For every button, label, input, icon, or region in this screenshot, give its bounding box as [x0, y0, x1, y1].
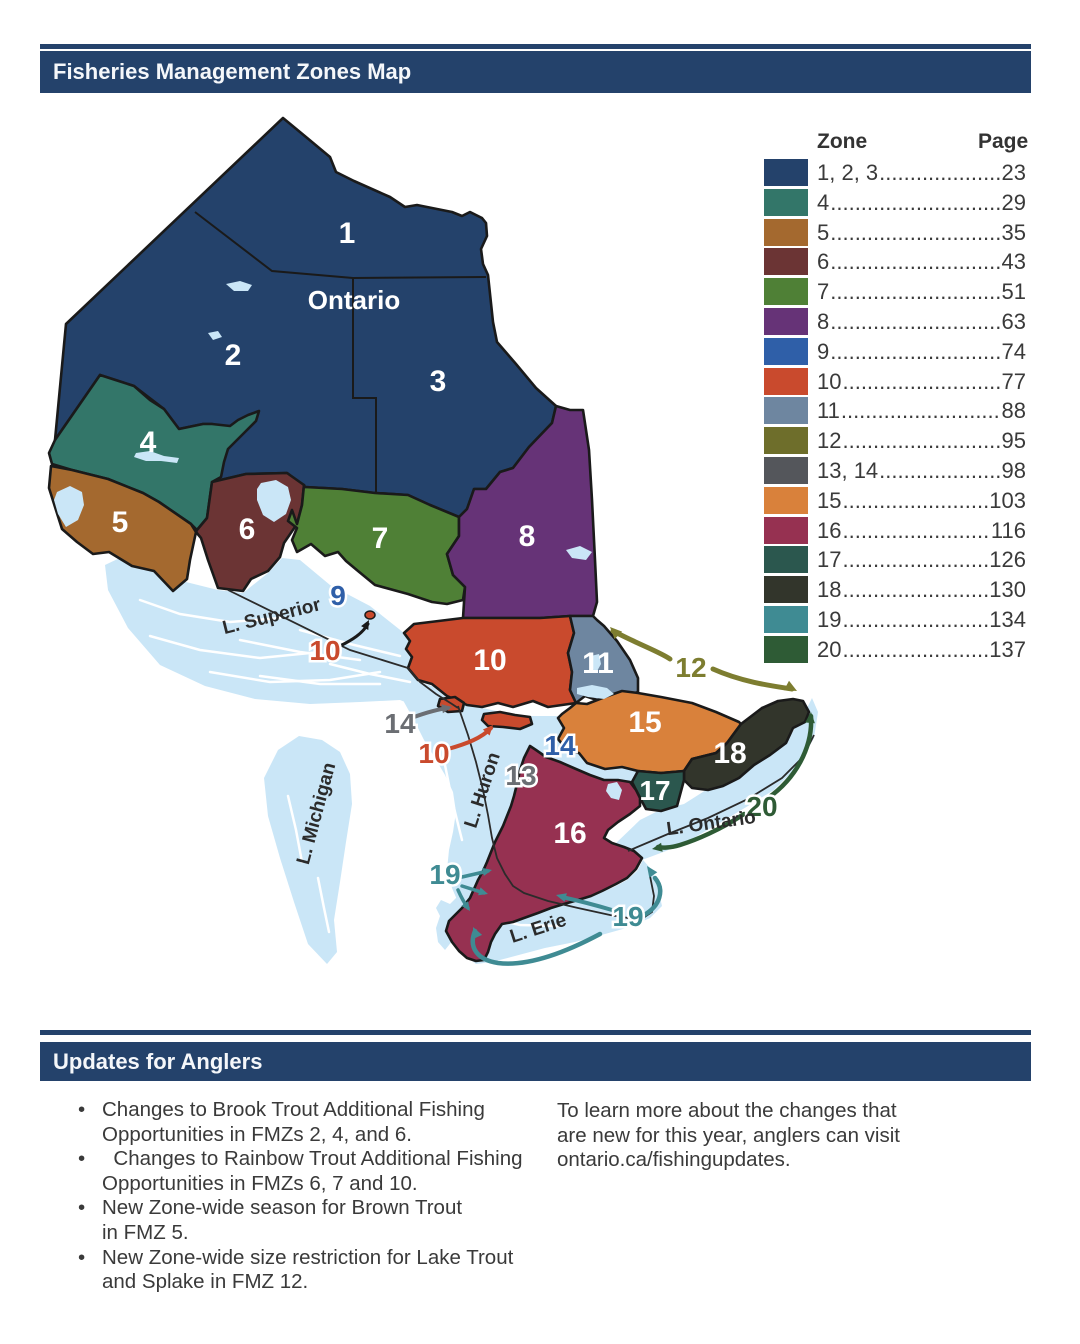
svg-text:14: 14 [544, 730, 576, 761]
svg-text:14: 14 [384, 708, 416, 739]
svg-text:10: 10 [473, 644, 506, 677]
svg-text:6: 6 [239, 513, 256, 546]
svg-text:7: 7 [372, 522, 389, 555]
svg-text:3: 3 [430, 365, 447, 398]
svg-text:20: 20 [746, 791, 777, 822]
svg-text:2: 2 [225, 339, 242, 372]
svg-text:13: 13 [505, 760, 536, 791]
svg-text:10: 10 [309, 635, 340, 666]
svg-text:12: 12 [675, 652, 706, 683]
svg-text:8: 8 [519, 520, 536, 553]
svg-text:5: 5 [112, 506, 129, 539]
svg-text:1: 1 [339, 217, 356, 250]
svg-text:17: 17 [639, 775, 670, 806]
svg-text:19: 19 [429, 859, 460, 890]
svg-text:Ontario: Ontario [308, 285, 400, 315]
svg-text:10: 10 [418, 738, 449, 769]
svg-text:15: 15 [628, 706, 661, 739]
svg-text:18: 18 [713, 737, 746, 770]
svg-text:19: 19 [612, 901, 643, 932]
svg-text:16: 16 [553, 817, 586, 850]
svg-text:4: 4 [140, 426, 157, 459]
svg-text:9: 9 [330, 580, 346, 611]
svg-text:11: 11 [582, 647, 614, 680]
